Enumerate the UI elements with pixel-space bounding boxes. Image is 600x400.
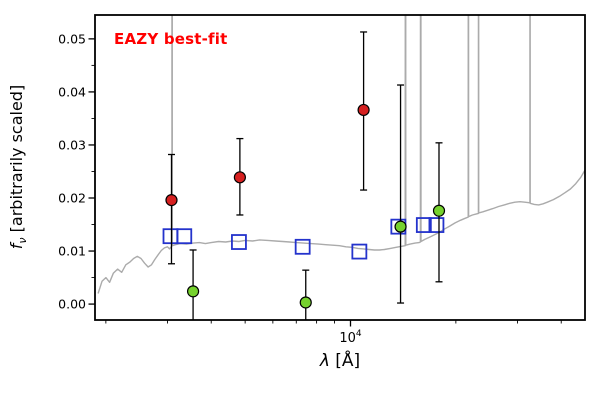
y-tick-label: 0.00 xyxy=(58,296,86,311)
model-spectrum-line xyxy=(97,15,585,294)
model-photometry-marker xyxy=(351,243,368,260)
y-tick-label: 0.02 xyxy=(58,190,86,205)
model-photometry-marker xyxy=(294,238,311,255)
y-tick-label: 0.05 xyxy=(58,31,86,46)
model-photometry-marker xyxy=(231,234,247,250)
axes-frame xyxy=(94,14,586,321)
observed-point-red xyxy=(165,194,178,207)
y-tick-label: 0.04 xyxy=(58,84,86,99)
bestfit-annotation: EAZY best-fit xyxy=(114,30,228,48)
observed-point-green xyxy=(394,220,407,233)
nu-subscript: ν xyxy=(16,237,30,244)
y-axis-unit: [arbitrarily scaled] xyxy=(7,84,26,238)
model-photometry-marker xyxy=(176,228,193,245)
x-axis-label: λ [Å] xyxy=(240,351,440,371)
y-tick-label: 0.03 xyxy=(58,137,86,152)
model-photometry-marker xyxy=(162,228,179,245)
observed-point-green xyxy=(432,204,446,217)
x-tick-label: 104 xyxy=(339,329,362,346)
observed-point-green xyxy=(186,285,200,298)
observed-point-red xyxy=(357,103,370,117)
observed-point-green xyxy=(299,296,312,309)
plot-area xyxy=(97,15,585,320)
flux-symbol: f xyxy=(7,243,26,250)
observed-point-red xyxy=(233,171,246,184)
model-photometry-marker xyxy=(415,217,432,233)
lambda-symbol: λ xyxy=(319,351,330,371)
x-axis-unit: [Å] xyxy=(329,351,361,371)
y-axis-label: fν [arbitrarily scaled] xyxy=(7,17,29,317)
model-photometry-marker xyxy=(428,217,445,233)
y-tick-label: 0.01 xyxy=(58,243,86,258)
